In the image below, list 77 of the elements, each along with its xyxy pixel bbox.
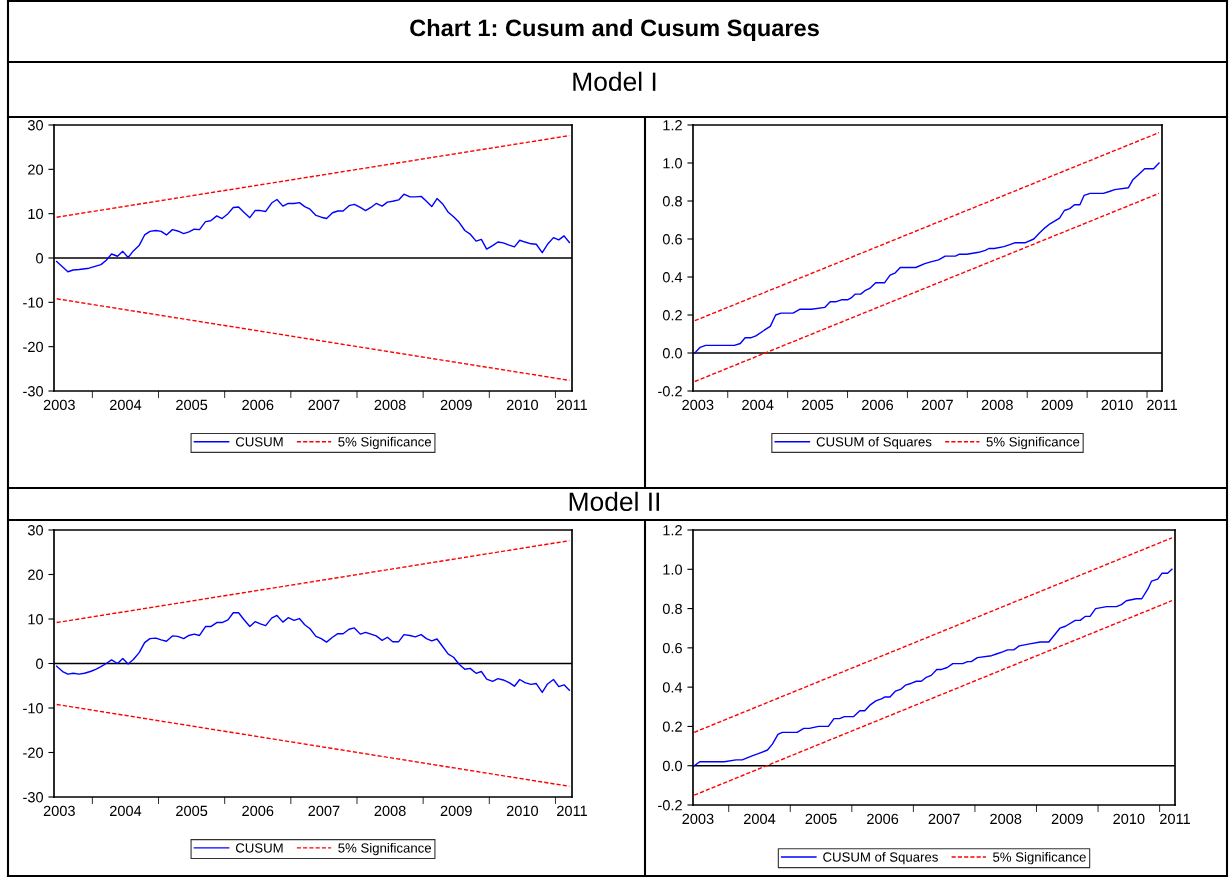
y-tick-label: 0.6: [662, 234, 682, 245]
x-tick-label: 2004: [744, 813, 776, 825]
y-tick-label: 30: [27, 525, 44, 536]
x-tick-label: 2008: [374, 399, 406, 411]
y-tick-label: -20: [23, 747, 44, 758]
x-tick-label: 2003: [682, 399, 714, 411]
y-tick-label: 20: [28, 164, 44, 175]
y-tick-label: 20: [28, 569, 44, 580]
x-tick-label: 2005: [176, 399, 208, 411]
x-tick-label: 2007: [308, 805, 340, 817]
x-tick-label: 2007: [928, 813, 960, 825]
x-tick-label: 2007: [921, 399, 953, 411]
x-tick-label: 2009: [1051, 813, 1083, 825]
x-tick-label: 2006: [867, 813, 899, 825]
legend-label: 5% Significance: [338, 842, 432, 856]
y-tick-label: 0.4: [662, 682, 683, 693]
y-tick-label: -10: [23, 297, 44, 308]
y-tick-label: 10: [28, 208, 44, 220]
x-tick-label: 2011: [1147, 399, 1177, 411]
y-tick-label: 0.6: [662, 642, 682, 654]
y-tick-label: -0.2: [658, 800, 682, 811]
y-tick-label: 1.0: [663, 158, 683, 169]
y-tick-label: -20: [23, 341, 44, 353]
chart-title: Chart 1: Cusum and Cusum Squares: [410, 19, 819, 41]
y-tick-label: -30: [23, 792, 44, 803]
legend-label: 5% Significance: [338, 436, 432, 450]
chart-subtitle: Model II: [569, 491, 659, 512]
x-tick-label: 2011: [557, 399, 587, 411]
x-tick-label: 2007: [308, 399, 340, 411]
x-tick-label: 2008: [374, 805, 406, 817]
y-tick-label: 0: [36, 658, 44, 669]
y-tick-label: 10: [28, 614, 44, 625]
x-tick-label: 2008: [990, 813, 1022, 825]
x-tick-label: 2006: [242, 399, 274, 411]
y-tick-label: 30: [27, 120, 44, 131]
x-tick-label: 2003: [43, 399, 75, 411]
chart-subtitle: Model I: [573, 71, 656, 92]
x-tick-label: 2011: [1160, 813, 1190, 825]
y-tick-label: 0.0: [662, 348, 683, 359]
y-tick-label: 0: [36, 253, 44, 264]
y-tick-label: -0.2: [658, 386, 682, 397]
y-tick-label: 0.8: [662, 196, 682, 207]
x-tick-label: 2005: [805, 813, 837, 825]
legend-label: CUSUM of Squares: [816, 436, 932, 450]
x-tick-label: 2009: [440, 399, 472, 411]
x-tick-label: 2006: [862, 399, 894, 411]
y-tick-label: 0.4: [662, 272, 683, 283]
x-tick-label: 2006: [242, 805, 274, 817]
x-tick-label: 2009: [1041, 399, 1073, 411]
y-tick-label: 0.0: [662, 760, 683, 772]
y-tick-label: -30: [23, 386, 44, 397]
x-tick-label: 2003: [43, 805, 75, 817]
y-tick-label: 0.8: [662, 603, 682, 614]
legend-label: 5% Significance: [993, 852, 1086, 865]
x-tick-label: 2005: [176, 805, 208, 817]
x-tick-label: 2004: [109, 399, 142, 411]
y-tick-label: 1.2: [663, 525, 682, 536]
x-tick-label: 2010: [1113, 813, 1145, 825]
y-tick-label: 0.2: [662, 310, 682, 321]
x-tick-label: 2010: [506, 399, 539, 411]
y-tick-label: -10: [23, 703, 44, 714]
x-tick-label: 2003: [682, 813, 714, 825]
x-tick-label: 2011: [557, 805, 587, 817]
x-tick-label: 2009: [440, 805, 472, 817]
legend-label: 5% Significance: [986, 436, 1080, 450]
x-tick-label: 2004: [742, 399, 774, 411]
x-tick-label: 2010: [1101, 399, 1133, 411]
x-tick-label: 2010: [506, 805, 539, 817]
legend-label: CUSUM of Squares: [823, 852, 938, 865]
y-tick-label: 1.0: [663, 564, 683, 575]
x-tick-label: 2008: [981, 399, 1013, 411]
y-tick-label: 1.2: [663, 120, 682, 131]
legend-label: CUSUM: [235, 437, 283, 447]
x-tick-label: 2005: [802, 399, 834, 411]
y-tick-label: 0.2: [662, 721, 682, 732]
x-tick-label: 2004: [109, 805, 142, 817]
legend-label: CUSUM: [235, 843, 283, 853]
